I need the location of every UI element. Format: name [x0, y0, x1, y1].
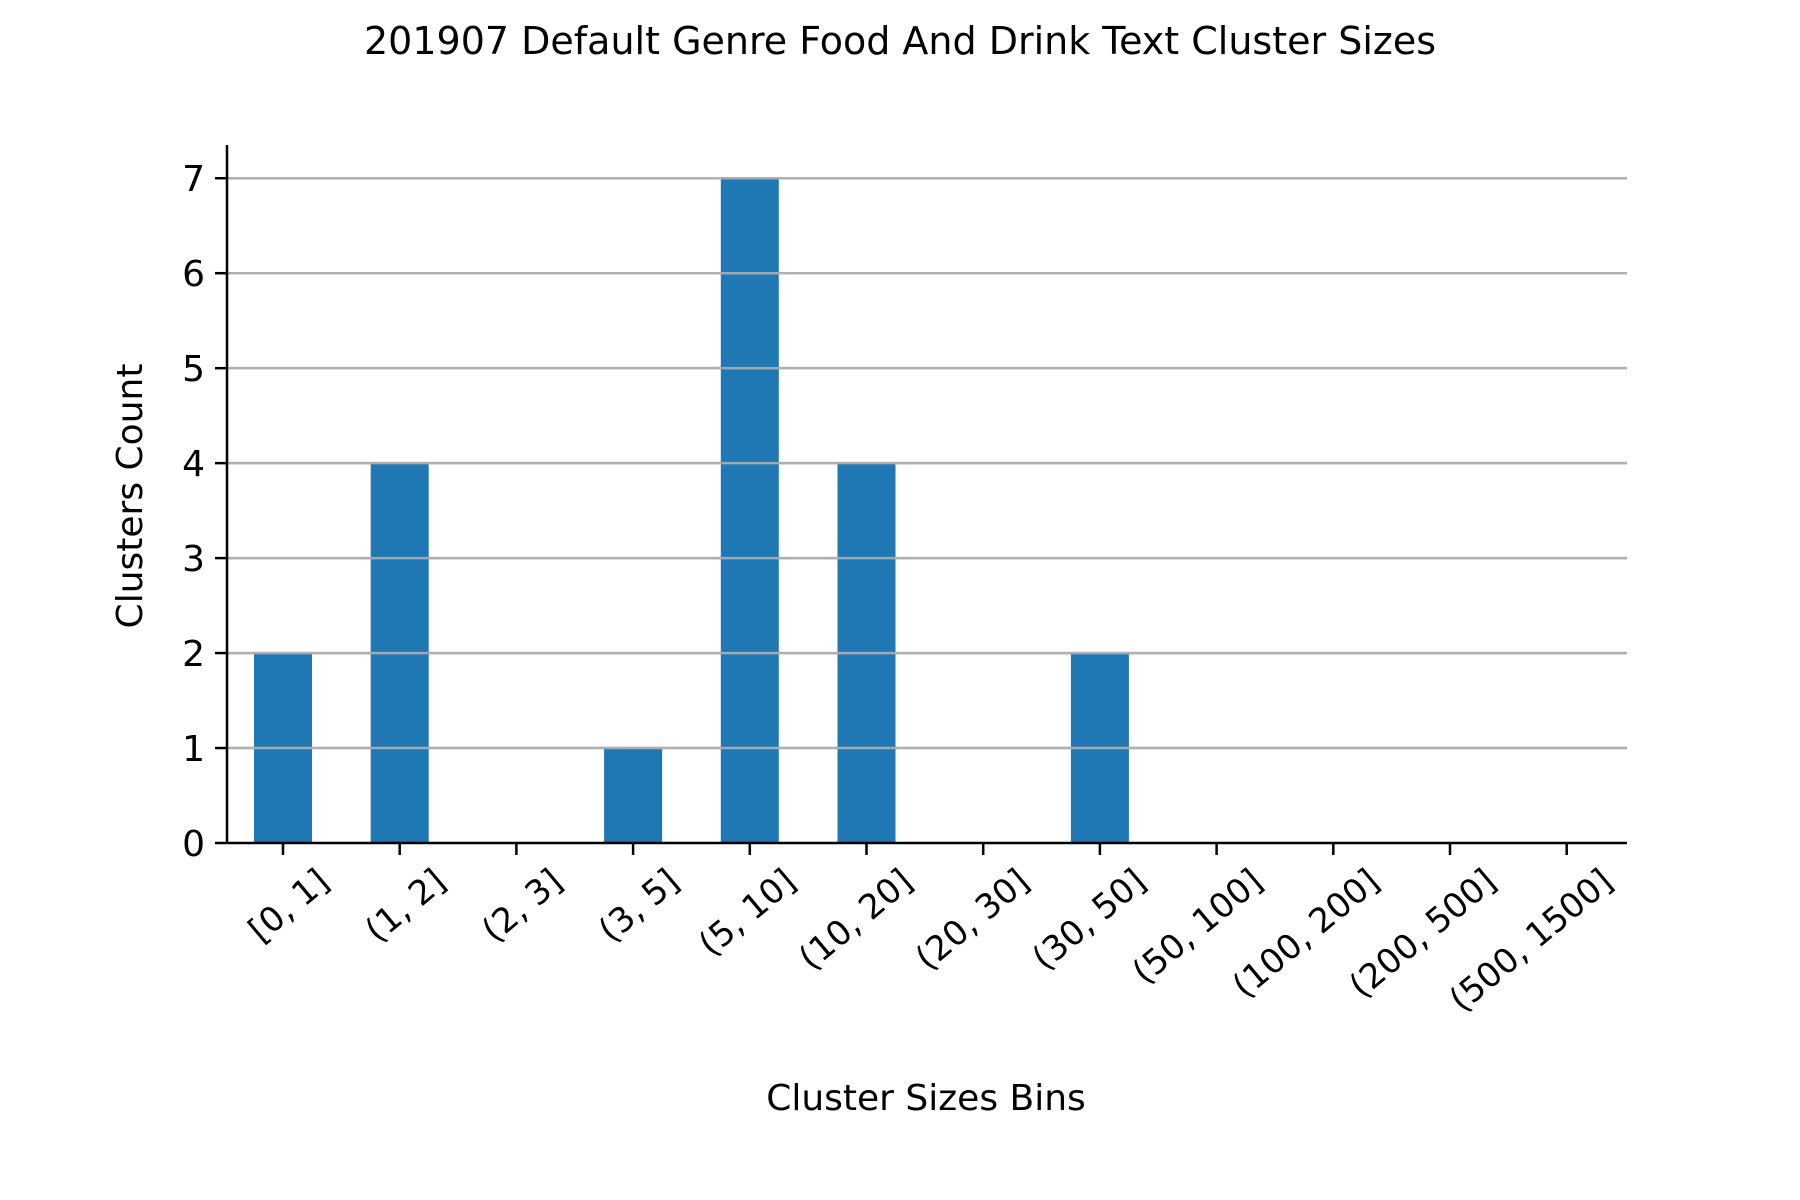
y-tick-label-6: 6 [182, 254, 205, 295]
y-tick-label-7: 7 [182, 159, 205, 200]
bars [227, 176, 1627, 843]
chart-title: 201907 Default Genre Food And Drink Text… [364, 19, 1436, 63]
y-tick-label-3: 3 [182, 539, 205, 580]
x-tick-label-2: (2, 3] [474, 861, 570, 950]
axes [225, 145, 1627, 845]
x-tick-label-6: (20, 30] [908, 861, 1037, 978]
x-tick-label-5: (10, 20] [791, 861, 920, 978]
x-tick-label-3: (3, 5] [591, 861, 687, 950]
bar-3 [604, 748, 663, 843]
y-tick-label-4: 4 [182, 444, 205, 485]
x-ticks: [0, 1] (1, 2] (2, 3] (3, 5] (5, 10](10, 20](… [241, 843, 1620, 1020]
x-tick-label-4: (5, 10] [691, 861, 803, 964]
x-axis-label: Cluster Sizes Bins [766, 1078, 1086, 1119]
y-tick-label-5: 5 [182, 349, 205, 390]
x-tick-label-1: (1, 2] [358, 861, 454, 950]
y-tick-label-1: 1 [182, 729, 205, 770]
y-tick-label-2: 2 [182, 634, 205, 675]
y-tick-label-0: 0 [182, 824, 205, 865]
x-tick-label-0: [0, 1] [241, 861, 337, 950]
y-axis-label: Clusters Count [110, 364, 151, 629]
bar-4 [720, 178, 779, 843]
y-ticks: 0 1 2 3 4 5 6 7 [182, 159, 227, 865]
